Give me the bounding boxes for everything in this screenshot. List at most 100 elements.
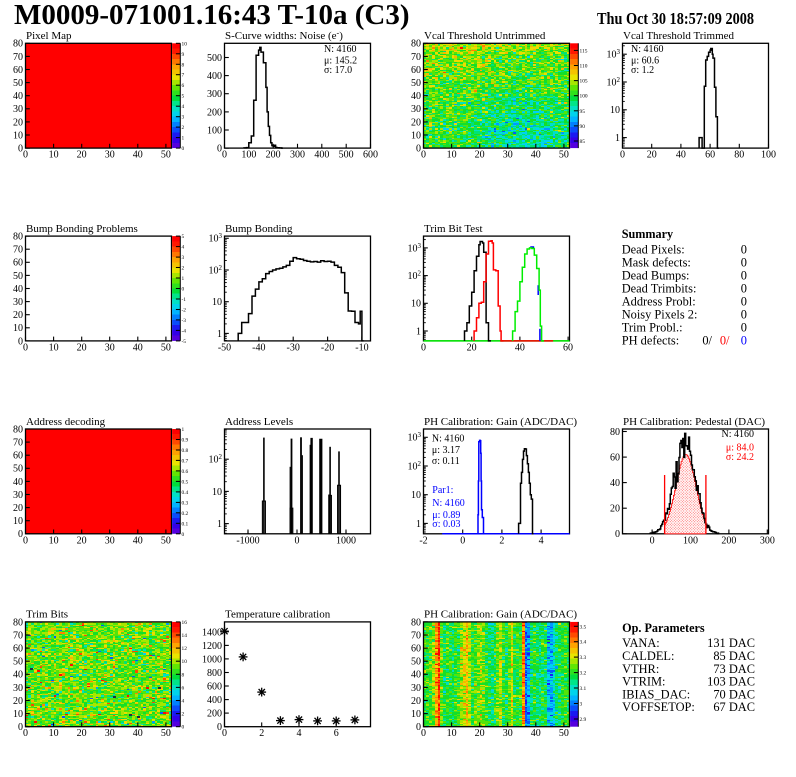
svg-text:10: 10 [182,659,188,665]
svg-text:0: 0 [217,144,222,155]
svg-text:0: 0 [421,728,426,739]
svg-text:80: 80 [411,39,421,50]
svg-text:0: 0 [23,342,28,353]
svg-text:50: 50 [161,535,171,546]
svg-text:Dead Bumps:: Dead Bumps: [622,269,690,283]
svg-text:80: 80 [13,617,23,628]
svg-text:50: 50 [13,271,23,282]
svg-text:80: 80 [734,150,744,161]
svg-text:70: 70 [13,52,23,63]
svg-text:-1: -1 [182,297,187,303]
svg-text:1: 1 [217,519,222,530]
svg-text:5: 5 [182,94,185,100]
svg-text:40: 40 [411,91,421,102]
svg-text:VANA:: VANA: [622,636,660,650]
svg-text:3.2: 3.2 [580,671,587,677]
svg-text:2: 2 [259,728,264,739]
svg-text:60: 60 [563,342,573,353]
svg-text:10: 10 [49,342,59,353]
svg-text:10: 10 [212,297,222,308]
svg-text:20: 20 [467,342,477,353]
svg-text:1000: 1000 [202,654,222,665]
svg-text:2: 2 [182,266,185,272]
svg-text:20: 20 [13,503,23,514]
svg-text:0: 0 [741,295,747,309]
svg-text:8: 8 [182,62,185,68]
svg-text:10: 10 [411,130,421,141]
svg-text:600: 600 [207,681,222,692]
svg-text:6: 6 [182,685,185,691]
svg-text:30: 30 [105,728,115,739]
svg-text:10: 10 [13,130,23,141]
svg-text:Mask defects:: Mask defects: [622,256,691,270]
svg-text:Bump Bonding: Bump Bonding [225,223,293,235]
svg-text:PH Calibration: Pedestal (DAC): PH Calibration: Pedestal (DAC) [623,416,765,428]
svg-text:90: 90 [580,124,586,130]
svg-text:100: 100 [207,125,222,136]
svg-text:0: 0 [18,336,23,347]
svg-text:0.5: 0.5 [182,479,189,485]
svg-text:1000: 1000 [336,535,356,546]
svg-text:-50: -50 [218,342,231,353]
svg-text:-20: -20 [321,342,334,353]
svg-text:10: 10 [13,709,23,720]
svg-text:500: 500 [339,150,354,161]
svg-text:0: 0 [23,150,28,161]
svg-text:0: 0 [741,282,747,296]
svg-text:0: 0 [18,144,23,155]
svg-text:3.5: 3.5 [580,624,587,630]
svg-text:0.3: 0.3 [182,500,189,506]
svg-text:3: 3 [182,255,185,261]
svg-text:1: 1 [217,329,222,340]
svg-text:103 DAC: 103 DAC [707,675,755,689]
svg-text:9: 9 [182,52,185,58]
svg-text:σ: 17.0: σ: 17.0 [324,65,352,76]
svg-text:50: 50 [411,78,421,89]
svg-text:10: 10 [49,150,59,161]
svg-text:60: 60 [13,451,23,462]
svg-text:M0009-071001.16:43 T-10a (C3): M0009-071001.16:43 T-10a (C3) [14,0,410,31]
svg-text:10: 10 [447,728,457,739]
svg-text:800: 800 [207,668,222,679]
svg-text:70: 70 [411,630,421,641]
svg-text:1: 1 [182,276,185,282]
svg-text:40: 40 [610,478,620,489]
svg-text:Address Levels: Address Levels [225,416,293,428]
svg-text:115: 115 [580,48,588,54]
svg-text:85 DAC: 85 DAC [713,649,755,663]
svg-text:10: 10 [49,535,59,546]
svg-text:VTRIM:: VTRIM: [622,675,665,689]
svg-text:50: 50 [559,150,569,161]
svg-text:30: 30 [105,150,115,161]
svg-text:60: 60 [705,150,715,161]
svg-text:0/: 0/ [702,334,712,348]
svg-text:30: 30 [13,297,23,308]
svg-text:50: 50 [161,342,171,353]
svg-text:0: 0 [741,334,747,348]
svg-text:20: 20 [77,342,87,353]
svg-text:20: 20 [610,504,620,515]
svg-text:0.8: 0.8 [182,448,189,454]
svg-text:2: 2 [499,535,504,546]
svg-text:PH Calibration: Gain (ADC/DAC): PH Calibration: Gain (ADC/DAC) [424,609,577,621]
svg-text:0.7: 0.7 [182,458,189,464]
svg-text:20: 20 [411,117,421,128]
svg-text:40: 40 [531,728,541,739]
svg-text:30: 30 [13,490,23,501]
svg-text:3.1: 3.1 [580,686,587,692]
svg-text:0: 0 [741,243,747,257]
svg-text:50: 50 [13,78,23,89]
svg-text:50: 50 [13,464,23,475]
svg-text:4: 4 [182,699,185,705]
svg-text:70 DAC: 70 DAC [713,687,755,701]
svg-text:-4: -4 [182,328,187,334]
svg-text:70: 70 [13,438,23,449]
svg-text:60: 60 [13,65,23,76]
svg-text:200: 200 [721,535,736,546]
svg-text:85: 85 [580,139,586,145]
svg-text:VOFFSETOP:: VOFFSETOP: [622,700,695,714]
svg-text:Trim Bits: Trim Bits [26,609,68,621]
svg-text:20: 20 [13,696,23,707]
svg-text:40: 40 [13,91,23,102]
svg-text:0.4: 0.4 [182,490,189,496]
